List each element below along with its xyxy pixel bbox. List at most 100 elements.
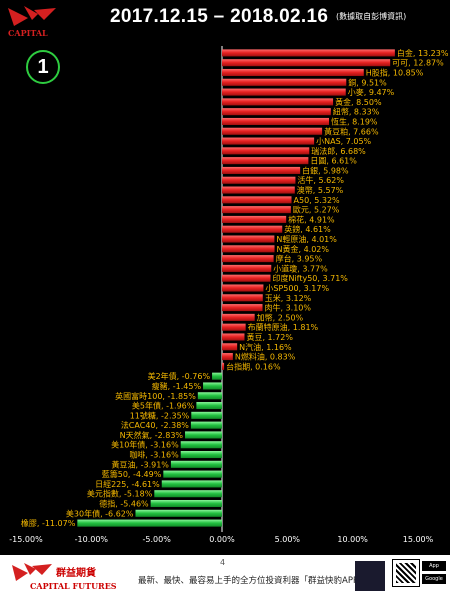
- bar-label: 棉花, 4.91%: [288, 214, 335, 224]
- bar: [222, 206, 291, 214]
- bar: [222, 284, 264, 292]
- bar-label: H股指, 10.85%: [366, 67, 424, 77]
- bar-label: N輕原油, 4.01%: [276, 234, 337, 244]
- bar: [190, 421, 222, 429]
- bar-label: 台指期, 0.16%: [226, 361, 281, 371]
- bar: [154, 490, 222, 498]
- page-title: 2017.12.15 – 2018.02.16: [110, 6, 329, 27]
- bar: [222, 353, 233, 361]
- bar: [222, 323, 246, 331]
- bar: [222, 362, 225, 370]
- bar: [222, 245, 275, 253]
- bar-label: 恆生, 8.19%: [331, 116, 378, 126]
- bar: [150, 499, 222, 508]
- bar: [222, 49, 395, 57]
- bar-label: 法CAC40, -2.38%: [121, 420, 189, 430]
- bar: [222, 304, 263, 312]
- bar-label: 玉米, 3.12%: [265, 293, 312, 303]
- app-store-badge[interactable]: App Store: [422, 561, 446, 579]
- bar-label: 美2年債, -0.76%: [148, 371, 211, 381]
- bar-label: N天然氣, -2.83%: [120, 430, 184, 440]
- bar: [170, 460, 222, 468]
- capital-futures-logo-icon: [12, 563, 52, 581]
- x-tick-label: 0.00%: [209, 535, 235, 544]
- x-tick-label: -10.00%: [75, 535, 109, 544]
- bar-label: 小NAS, 7.05%: [316, 137, 371, 146]
- google-play-badge[interactable]: Google Play: [422, 574, 446, 592]
- bar: [222, 313, 255, 321]
- bar: [203, 382, 222, 390]
- capital-logo-text: CAPITAL: [8, 28, 48, 38]
- bar-label: 摩台, 3.95%: [276, 254, 323, 264]
- bar: [222, 88, 346, 96]
- company-name-en: CAPITAL FUTURES: [30, 581, 117, 591]
- qr-code-icon[interactable]: [392, 559, 420, 587]
- bar: [222, 147, 310, 155]
- bar-label: 美10年債, -3.16%: [111, 440, 179, 450]
- page-number: 4: [220, 558, 226, 567]
- bar-label: 白金, 13.23%: [397, 48, 449, 58]
- bar: [222, 78, 347, 86]
- bar-label: 德指, -5.46%: [99, 499, 149, 509]
- bar: [222, 137, 315, 145]
- bar: [197, 392, 222, 400]
- bar: [163, 470, 222, 478]
- bar: [191, 411, 222, 419]
- x-tick-label: 10.00%: [337, 535, 368, 544]
- bar-label: 日圓, 6.61%: [310, 157, 357, 166]
- bar-label: 肉牛, 3.10%: [265, 303, 312, 313]
- bar-label: 活牛, 5.62%: [297, 175, 344, 185]
- bar-label: N黃金, 4.02%: [277, 244, 330, 254]
- bar-label: 11號糖, -2.35%: [130, 410, 190, 420]
- bar-label: 美元指數, -5.18%: [87, 489, 153, 499]
- bar: [222, 264, 272, 272]
- bar: [222, 98, 334, 106]
- bar-label: 咖啡, -3.16%: [129, 450, 179, 460]
- bar-label: 紐幣, 8.33%: [333, 107, 380, 117]
- bar: [135, 509, 222, 517]
- footer: 群益期貨 CAPITAL FUTURES 4 最新、最快、最容易上手的全方位投資…: [0, 555, 450, 600]
- bar: [222, 59, 391, 67]
- bar-label: 美5年債, -1.96%: [132, 401, 195, 411]
- bar-label: 藍籌50, -4.49%: [102, 469, 162, 479]
- bar-label: 布蘭特原油, 1.81%: [248, 322, 319, 332]
- bar: [222, 333, 245, 341]
- bar: [222, 196, 292, 204]
- bar: [222, 176, 296, 184]
- bar: [222, 255, 274, 263]
- bar: [212, 372, 222, 380]
- capital-logo-icon: CAPITAL: [8, 6, 56, 38]
- bar-label: 英鎊, 4.61%: [284, 224, 331, 234]
- bar: [196, 402, 222, 410]
- bar-label: 黃豆, 1.72%: [246, 332, 293, 342]
- bar: [222, 343, 238, 351]
- bar-label: N燃料油, 0.83%: [235, 352, 296, 362]
- bar-label: N汽油, 1.16%: [239, 342, 292, 352]
- x-tick-label: -5.00%: [143, 535, 172, 544]
- bar-label: 橡膠, -11.07%: [21, 518, 76, 528]
- bar: [222, 166, 301, 174]
- bar-label: 日經225, -4.61%: [95, 479, 160, 489]
- bar-label: 瑞法郎, 6.68%: [311, 146, 366, 156]
- bar-label: 小道瓊, 3.77%: [273, 263, 328, 273]
- bar: [180, 451, 222, 459]
- bar: [185, 431, 222, 439]
- bar: [222, 274, 271, 282]
- bar: [222, 117, 330, 125]
- x-tick-label: 15.00%: [403, 535, 434, 544]
- bar: [180, 441, 222, 449]
- bar-label: 黃豆粕, 7.66%: [324, 126, 379, 136]
- bar-label: 小SP500, 3.17%: [265, 284, 329, 293]
- company-name-cn: 群益期貨: [56, 568, 96, 579]
- bar-label: 英國富時100, -1.85%: [115, 391, 196, 401]
- bar: [222, 186, 295, 194]
- bar-label: 歐元, 5.27%: [293, 205, 340, 215]
- x-tick-label: 5.00%: [275, 535, 301, 544]
- bar-label: 小麥, 9.47%: [348, 87, 395, 97]
- bar-label: 黃金, 8.50%: [335, 97, 382, 107]
- bar: [222, 225, 283, 233]
- bar: [222, 215, 287, 223]
- performance-bar-chart: 白金, 13.23%可可, 12.87%H股指, 10.85%銅, 9.51%小…: [9, 46, 449, 544]
- bar: [222, 68, 364, 77]
- bar: [222, 157, 309, 165]
